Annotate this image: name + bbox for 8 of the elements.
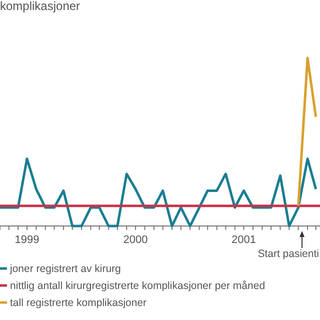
legend-label: joner registrert av kirurg: [9, 263, 122, 275]
text: Start pasienti: [258, 248, 319, 260]
x-tick-label: 1999: [14, 234, 40, 246]
x-tick-label: 2001: [232, 234, 256, 246]
chart-title: komplikasjoner: [0, 0, 80, 13]
legend-label: nittlig antall kirurgregistrerte komplikasjoner per måned: [10, 280, 266, 292]
legend-label: tall registrerte komplikasjoner: [10, 297, 148, 309]
x-tick-label: 2000: [123, 234, 148, 246]
